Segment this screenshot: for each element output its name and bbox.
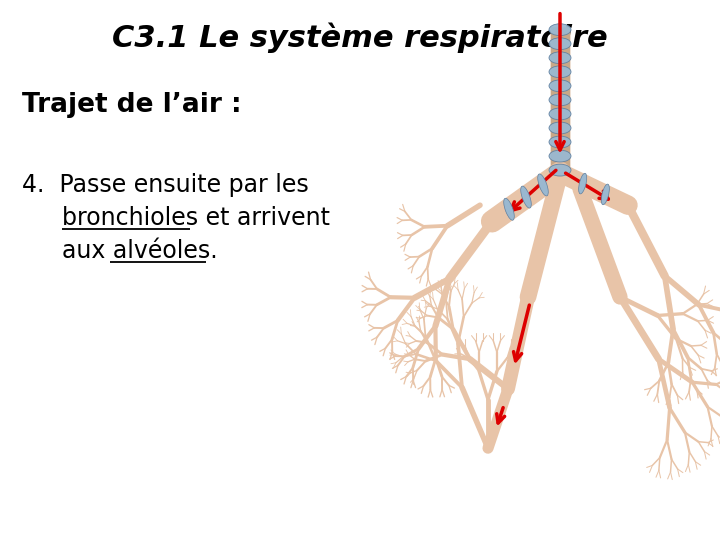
Ellipse shape: [549, 150, 571, 162]
Ellipse shape: [549, 80, 571, 92]
Ellipse shape: [549, 136, 571, 148]
Ellipse shape: [579, 173, 587, 194]
Ellipse shape: [549, 38, 571, 50]
Ellipse shape: [601, 184, 609, 205]
Ellipse shape: [538, 174, 548, 196]
Text: 4.  Passe ensuite par les: 4. Passe ensuite par les: [22, 173, 309, 197]
Ellipse shape: [521, 186, 531, 208]
Ellipse shape: [504, 198, 514, 220]
Ellipse shape: [549, 24, 571, 36]
Text: C3.1 Le système respiratoire: C3.1 Le système respiratoire: [112, 23, 608, 53]
Text: aux alvéoles.: aux alvéoles.: [62, 239, 217, 263]
Ellipse shape: [549, 94, 571, 106]
Ellipse shape: [549, 108, 571, 120]
Ellipse shape: [549, 164, 571, 176]
Ellipse shape: [549, 66, 571, 78]
Ellipse shape: [549, 52, 571, 64]
Ellipse shape: [549, 122, 571, 134]
Text: Trajet de l’air :: Trajet de l’air :: [22, 92, 242, 118]
Text: bronchioles et arrivent: bronchioles et arrivent: [62, 206, 330, 230]
